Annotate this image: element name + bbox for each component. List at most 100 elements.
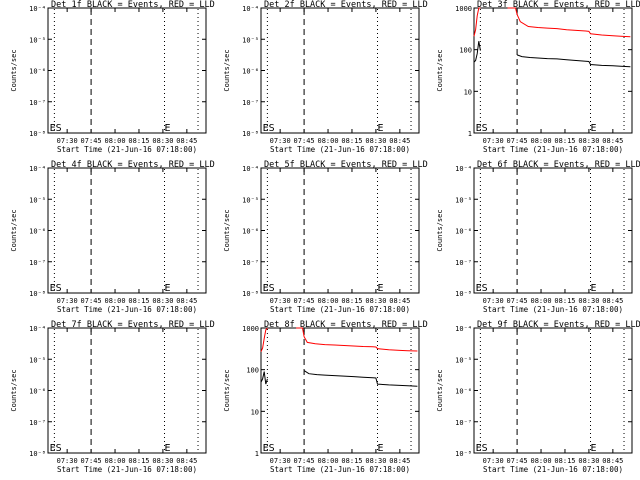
y-tick-label: 10⁻⁷ [455,419,472,427]
y-tick-label: 10⁻⁷ [29,419,46,427]
y-tick-label: 100 [246,367,259,375]
y-tick-label: 10⁻⁷ [455,259,472,267]
y-tick-label: 10⁻⁵ [29,196,46,204]
plot-frame [260,167,420,294]
y-tick-label: 10⁻⁶ [29,388,46,396]
event-label: E [378,123,384,134]
event-label: ES [263,283,275,294]
plot-frame [473,167,633,294]
event-label: ES [50,283,62,294]
y-axis-label: Counts/sec [10,209,18,251]
x-tick-label: 08:30 [152,457,173,465]
x-axis-label: Start Time (21-Jun-16 07:18:00) [483,305,623,314]
y-tick-label: 10⁻⁵ [242,196,259,204]
y-axis-label: Counts/sec [436,49,444,91]
panel-title: Det 6f BLACK = Events, RED = LLD [477,160,640,170]
y-tick-label: 10⁻⁴ [29,325,46,333]
panel-det-8: Det 8f BLACK = Events, RED = LLD Counts/s… [223,320,428,474]
x-tick-label: 07:45 [507,137,528,145]
x-tick-label: 08:45 [389,457,410,465]
panel-title: Det 5f BLACK = Events, RED = LLD [264,160,428,170]
y-tick-label: 10⁻⁶ [29,228,46,236]
event-label: E [591,443,597,454]
x-tick-label: 08:45 [602,137,623,145]
y-tick-label: 10⁻⁸ [455,450,472,458]
y-tick-label: 10⁻⁵ [455,356,472,364]
x-tick-label: 07:30 [57,297,78,305]
x-tick-label: 08:15 [128,137,149,145]
x-tick-label: 08:45 [389,137,410,145]
y-tick-label: 10⁻⁴ [455,325,472,333]
y-tick-label: 10⁻⁸ [455,290,472,298]
y-tick-label: 10⁻⁸ [29,290,46,298]
x-tick-label: 08:30 [365,297,386,305]
y-tick-label: 10⁻⁷ [242,99,259,107]
x-tick-label: 08:15 [341,297,362,305]
x-tick-label: 08:30 [578,297,599,305]
y-tick-label: 1 [468,130,472,138]
panel-det-1: Det 1f BLACK = Events, RED = LLD Counts/s… [10,0,215,154]
event-label: ES [263,123,275,134]
x-tick-label: 07:30 [483,457,504,465]
event-rate-line [473,41,481,63]
panel-title: Det 4f BLACK = Events, RED = LLD [51,160,215,170]
x-tick-label: 07:45 [81,297,102,305]
x-tick-label: 08:15 [341,137,362,145]
x-tick-label: 08:45 [602,297,623,305]
y-tick-label: 10⁻⁸ [29,450,46,458]
x-tick-label: 08:30 [365,457,386,465]
event-label: ES [476,443,488,454]
x-tick-label: 08:00 [530,297,551,305]
event-label: E [378,443,384,454]
panel-title: Det 1f BLACK = Events, RED = LLD [51,0,215,10]
panel-det-2: Det 2f BLACK = Events, RED = LLD Counts/s… [223,0,428,154]
panel-det-6: Det 6f BLACK = Events, RED = LLD Counts/s… [436,160,640,314]
event-label: ES [50,443,62,454]
x-tick-label: 07:45 [294,457,315,465]
y-tick-label: 10⁻⁶ [29,68,46,76]
x-tick-label: 08:30 [365,137,386,145]
event-label: E [378,283,384,294]
x-tick-label: 08:30 [152,137,173,145]
y-tick-label: 10⁻⁴ [29,5,46,13]
event-label: ES [476,123,488,134]
plot-frame [47,327,207,454]
panel-title: Det 3f BLACK = Events, RED = LLD [477,0,640,10]
y-tick-label: 10⁻⁷ [29,259,46,267]
x-tick-label: 07:45 [294,137,315,145]
panel-title: Det 2f BLACK = Events, RED = LLD [264,0,428,10]
x-tick-label: 07:30 [57,457,78,465]
y-axis-label: Counts/sec [10,369,18,411]
y-tick-label: 100 [459,47,472,55]
x-axis-label: Start Time (21-Jun-16 07:18:00) [57,465,197,474]
y-axis-label: Counts/sec [223,209,231,251]
y-tick-label: 10⁻⁶ [242,68,259,76]
panel-det-9: Det 9f BLACK = Events, RED = LLD Counts/s… [436,320,640,474]
plot-frame [473,327,633,454]
y-axis-label: Counts/sec [436,369,444,411]
y-tick-label: 10 [464,88,472,96]
event-label: E [165,283,171,294]
panel-det-3: Det 3f BLACK = Events, RED = LLD Counts/s… [436,0,640,154]
plot-frame [260,327,420,454]
x-tick-label: 07:30 [270,137,291,145]
x-tick-label: 08:15 [128,457,149,465]
y-tick-label: 10⁻⁵ [242,36,259,44]
event-label: E [591,283,597,294]
y-tick-label: 10 [251,408,259,416]
panel-det-4: Det 4f BLACK = Events, RED = LLD Counts/s… [10,160,215,314]
x-tick-label: 07:45 [507,297,528,305]
y-tick-label: 10⁻⁶ [455,388,472,396]
x-tick-label: 08:45 [176,457,197,465]
x-tick-label: 08:30 [578,137,599,145]
y-tick-label: 10⁻⁸ [242,290,259,298]
y-tick-label: 10⁻⁸ [242,130,259,138]
lld-rate-line [507,7,631,38]
event-label: ES [263,443,275,454]
event-label: E [165,123,171,134]
event-rate-line [303,370,418,387]
x-tick-label: 07:45 [294,297,315,305]
x-tick-label: 08:15 [554,297,575,305]
